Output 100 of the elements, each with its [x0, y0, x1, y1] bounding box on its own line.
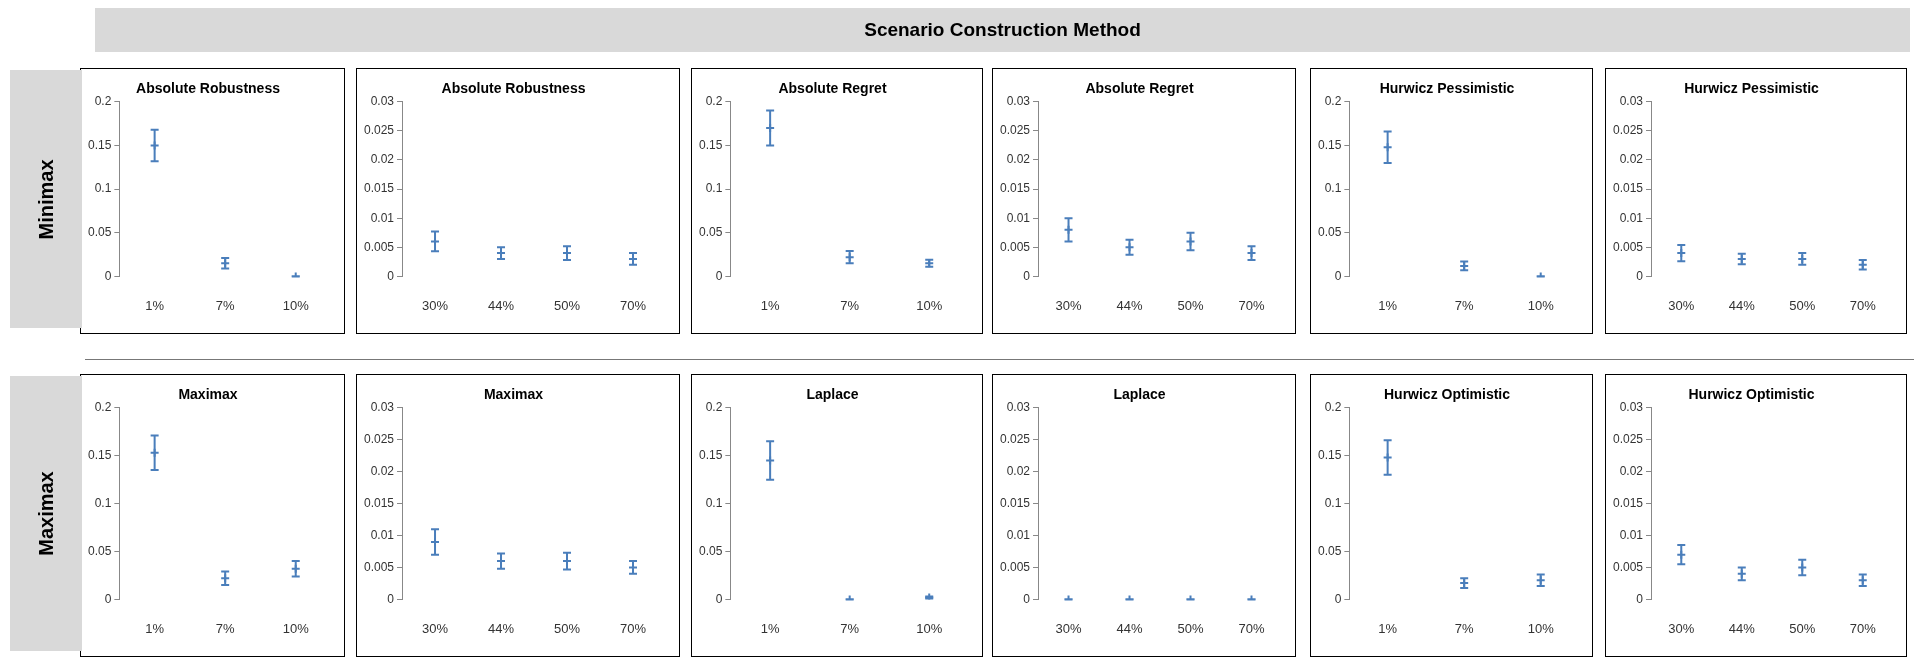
x-tick-label: 44%	[488, 620, 515, 636]
y-tick-label: 0.15	[88, 137, 112, 152]
y-tick-label: 0.02	[1006, 152, 1031, 167]
y-tick-label: 0.1	[705, 495, 723, 510]
x-tick-label: 30%	[1055, 620, 1082, 636]
y-tick-label: 0.025	[1613, 432, 1644, 447]
y-tick-label: 0.005	[1613, 559, 1644, 574]
x-tick-label: 1%	[760, 620, 780, 636]
y-tick-label: 0.01	[1619, 527, 1644, 542]
chart-title: Absolute Robustness	[136, 80, 281, 97]
y-tick-label: 0.1	[94, 181, 112, 196]
y-tick-label: 0.1	[94, 495, 112, 510]
y-tick-label: 0.025	[364, 123, 395, 138]
y-tick-label: 0.005	[364, 239, 395, 254]
x-tick-label: 10%	[282, 620, 310, 636]
chart-title: Hurwicz Pessimistic	[1379, 80, 1515, 97]
y-tick-label: 0.03	[1619, 94, 1644, 109]
chart-title: Hurwicz Optimistic	[1688, 386, 1815, 403]
x-tick-label: 7%	[215, 297, 236, 313]
y-tick-label: 0.025	[1000, 123, 1031, 138]
y-tick-label: 0	[1636, 268, 1644, 283]
y-tick-label: 0.03	[1006, 94, 1031, 109]
y-axis-title: Minimax	[34, 158, 58, 240]
y-tick-label: 0.05	[699, 225, 723, 240]
x-tick-label: 30%	[1668, 620, 1695, 636]
y-tick-label: 0.05	[88, 543, 112, 558]
chart-title: Hurwicz Pessimistic	[1684, 80, 1820, 97]
y-tick-label: 0.015	[1613, 181, 1644, 196]
x-tick-label: 44%	[1116, 620, 1143, 636]
chart-title: Hurwicz Optimistic	[1383, 386, 1511, 403]
y-tick-label: 0.01	[370, 527, 395, 542]
x-tick-label: 10%	[916, 620, 943, 636]
x-tick-label: 70%	[619, 620, 647, 636]
x-tick-label: 70%	[1849, 297, 1877, 313]
y-tick-label: 0.1	[1324, 495, 1342, 510]
y-tick-label: 0.2	[94, 94, 112, 109]
x-tick-label: 7%	[215, 620, 236, 636]
x-tick-label: 70%	[1238, 297, 1265, 313]
y-tick-label: 0.025	[1613, 123, 1644, 138]
x-tick-label: 70%	[1238, 620, 1265, 636]
y-tick-label: 0	[387, 268, 395, 283]
y-tick-label: 0.005	[1613, 239, 1644, 254]
y-tick-label: 0.015	[364, 181, 395, 196]
x-tick-label: 1%	[760, 297, 780, 313]
x-tick-label: 50%	[1789, 297, 1816, 313]
x-tick-label: 1%	[1378, 297, 1398, 313]
y-tick-label: 0.05	[1318, 225, 1342, 240]
y-tick-label: 0.01	[370, 210, 395, 225]
y-tick-label: 0	[1334, 268, 1342, 283]
x-tick-label: 10%	[916, 297, 943, 313]
y-tick-label: 0.01	[1619, 210, 1644, 225]
y-tick-label: 0.005	[364, 559, 395, 574]
x-tick-label: 44%	[1116, 297, 1143, 313]
x-tick-label: 10%	[1527, 297, 1555, 313]
chart-title: Absolute Regret	[778, 80, 887, 97]
x-tick-label: 50%	[554, 297, 581, 313]
y-tick-label: 0.02	[370, 152, 395, 167]
y-tick-label: 0	[1636, 591, 1644, 606]
x-tick-label: 30%	[422, 297, 449, 313]
text: Scenario Construction Method	[95, 8, 1910, 52]
x-tick-label: 44%	[488, 297, 515, 313]
x-tick-label: 7%	[840, 620, 860, 636]
chart-title: Laplace	[1113, 386, 1166, 403]
y-tick-label: 0.03	[1006, 400, 1031, 415]
y-tick-label: 0.025	[364, 432, 395, 447]
x-tick-label: 50%	[554, 620, 581, 636]
y-tick-label: 0.05	[699, 543, 723, 558]
chart-title: Absolute Regret	[1085, 80, 1194, 97]
x-tick-label: 30%	[1055, 297, 1082, 313]
x-tick-label: 7%	[1454, 297, 1475, 313]
y-tick-label: 0.2	[705, 94, 723, 109]
y-tick-label: 0.015	[364, 495, 395, 510]
x-tick-label: 50%	[1177, 297, 1204, 313]
y-tick-label: 0	[715, 268, 723, 283]
y-tick-label: 0	[715, 591, 723, 606]
x-tick-label: 1%	[145, 620, 165, 636]
y-tick-label: 0.01	[1006, 210, 1031, 225]
y-tick-label: 0.1	[705, 181, 723, 196]
x-tick-label: 1%	[145, 297, 165, 313]
y-tick-label: 0.03	[1619, 400, 1644, 415]
y-tick-label: 0.03	[370, 94, 395, 109]
y-tick-label: 0.02	[370, 463, 395, 478]
y-tick-label: 0.02	[1006, 463, 1031, 478]
y-tick-label: 0.05	[1318, 543, 1342, 558]
y-tick-label: 0.15	[1318, 137, 1342, 152]
y-tick-label: 0.1	[1324, 181, 1342, 196]
x-tick-label: 44%	[1728, 297, 1756, 313]
x-tick-label: 10%	[1527, 620, 1555, 636]
y-tick-label: 0.005	[1000, 559, 1031, 574]
x-tick-label: 30%	[1668, 297, 1695, 313]
chart-title: Absolute Robustness	[441, 80, 586, 97]
chart-title: Maximax	[483, 386, 544, 403]
y-tick-label: 0	[104, 268, 112, 283]
y-tick-label: 0.15	[88, 448, 112, 463]
y-tick-label: 0.015	[1000, 495, 1031, 510]
y-tick-label: 0.15	[699, 448, 723, 463]
x-tick-label: 50%	[1789, 620, 1816, 636]
x-tick-label: 50%	[1177, 620, 1204, 636]
x-tick-label: 7%	[1454, 620, 1475, 636]
y-tick-label: 0.025	[1000, 432, 1031, 447]
